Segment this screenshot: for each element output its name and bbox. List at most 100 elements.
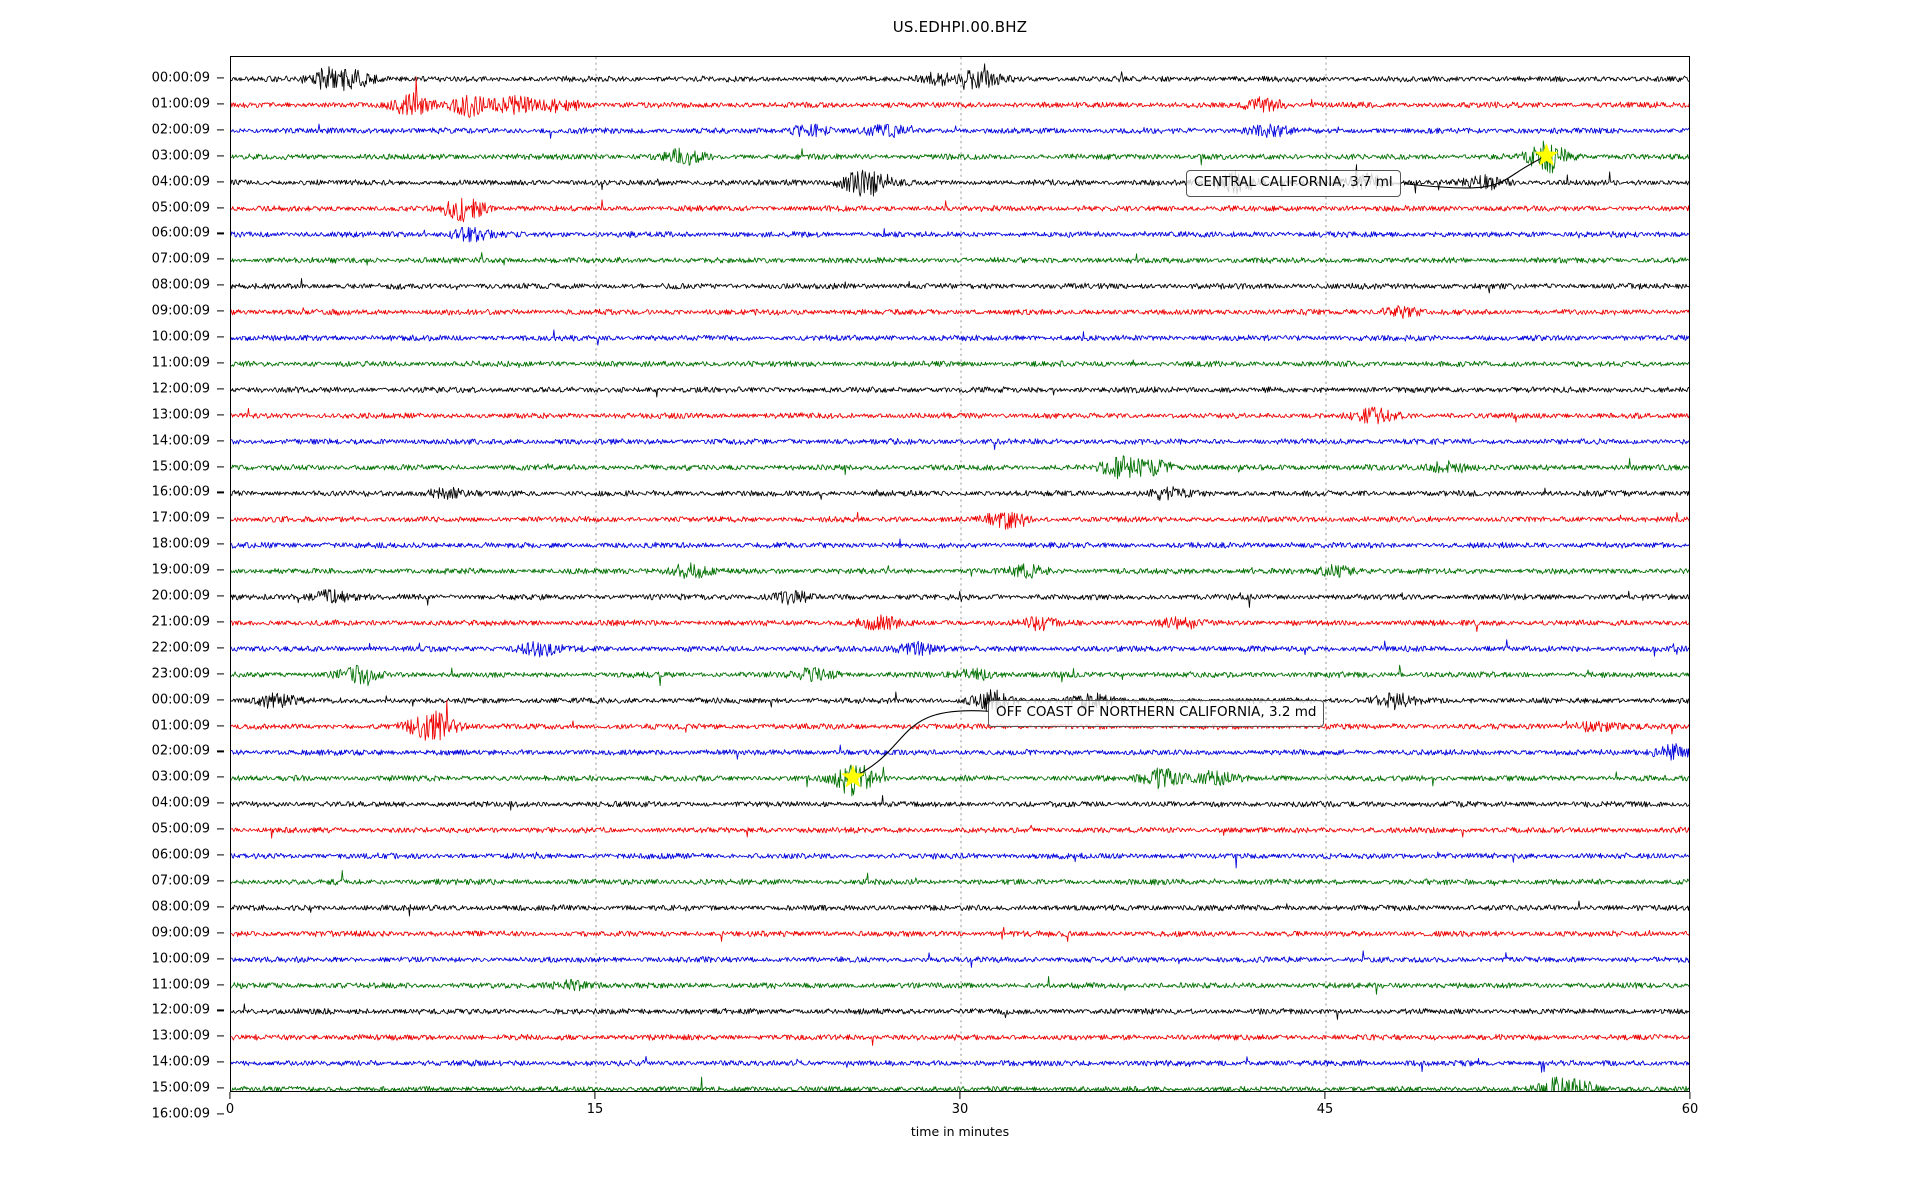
- y-tick-label: 15:00:09: [151, 1080, 210, 1096]
- trace-line: [231, 437, 1689, 451]
- y-tick-label: 14:00:09: [151, 1054, 210, 1070]
- y-tick-label: 15:00:09: [151, 459, 210, 474]
- trace-line: [231, 123, 1689, 139]
- y-tick-label: 04:00:09: [151, 795, 210, 811]
- y-tick-mark: [217, 543, 224, 545]
- y-tick-mark: [217, 1113, 224, 1115]
- y-tick-label: 22:00:09: [151, 640, 210, 656]
- event-annotation-label[interactable]: OFF COAST OF NORTHERN CALIFORNIA, 3.2 md: [988, 700, 1325, 727]
- trace-line: [231, 562, 1689, 579]
- x-tick-label: 30: [951, 1102, 969, 1117]
- x-axis-tick-container: 0 15 30 45 60: [226, 1092, 1698, 1132]
- y-tick-mark: [217, 155, 224, 157]
- y-tick-mark: [217, 414, 224, 416]
- y-tick-mark: [217, 1061, 224, 1063]
- y-tick-label: 07:00:09: [151, 251, 210, 267]
- trace-line: [231, 226, 1689, 243]
- y-tick-label: 03:00:09: [151, 148, 210, 164]
- y-tick-label: 23:00:09: [151, 666, 210, 682]
- y-tick-mark: [217, 958, 224, 960]
- y-tick-label: 14:00:09: [151, 433, 210, 449]
- y-tick-mark: [217, 647, 224, 649]
- y-tick-mark: [217, 699, 224, 701]
- y-tick-label: 10:00:09: [151, 329, 210, 345]
- y-tick-mark: [217, 1009, 224, 1011]
- trace-line: [231, 689, 1689, 712]
- y-tick-mark: [217, 232, 224, 234]
- y-tick-mark: [217, 595, 224, 597]
- trace-line: [231, 486, 1689, 501]
- y-tick-label: 17:00:09: [151, 510, 210, 526]
- y-tick-label: 11:00:09: [151, 355, 210, 371]
- y-tick-label: 00:00:09: [151, 70, 210, 86]
- y-tick-mark: [217, 880, 224, 882]
- y-tick-mark: [217, 103, 224, 105]
- y-tick-label: 08:00:09: [151, 899, 210, 915]
- trace-line: [231, 305, 1689, 319]
- trace-line: [231, 976, 1689, 995]
- x-tick-label: 60: [1681, 1102, 1699, 1117]
- y-tick-label: 21:00:09: [151, 614, 210, 630]
- y-tick-label: 03:00:09: [151, 769, 210, 785]
- x-tick-label: 45: [1316, 1102, 1334, 1117]
- y-tick-mark: [217, 621, 224, 623]
- y-tick-mark: [217, 362, 224, 364]
- y-tick-label: 09:00:09: [151, 925, 210, 941]
- y-tick-mark: [217, 77, 224, 79]
- y-tick-mark: [217, 828, 224, 830]
- y-tick-label: 05:00:09: [151, 200, 210, 215]
- y-tick-label: 19:00:09: [151, 562, 210, 578]
- y-tick-label: 08:00:09: [151, 277, 210, 293]
- y-tick-mark: [217, 983, 224, 986]
- y-tick-label: 10:00:09: [151, 951, 210, 967]
- trace-line: [231, 359, 1689, 368]
- y-tick-mark: [217, 1035, 224, 1037]
- trace-line: [231, 699, 1689, 741]
- y-tick-mark: [217, 336, 224, 338]
- trace-line: [231, 278, 1689, 294]
- y-tick-label: 00:00:09: [151, 692, 210, 708]
- trace-line: [231, 140, 1689, 174]
- x-tick-mark: [229, 1092, 231, 1099]
- trace-line: [231, 538, 1689, 549]
- trace-line: [231, 824, 1689, 839]
- y-tick-mark: [217, 776, 224, 778]
- y-tick-mark: [217, 724, 224, 727]
- y-tick-mark: [217, 284, 224, 286]
- y-tick-label: 12:00:09: [151, 1002, 210, 1018]
- trace-line: [231, 76, 1689, 118]
- trace-line: [231, 1076, 1689, 1091]
- y-tick-mark: [217, 1087, 224, 1089]
- y-tick-label: 05:00:09: [151, 821, 210, 837]
- seismogram-traces: [231, 57, 1689, 1091]
- y-tick-mark: [217, 310, 224, 312]
- y-tick-label: 16:00:09: [151, 484, 210, 500]
- x-tick-label: 15: [586, 1102, 604, 1117]
- trace-line: [231, 1033, 1689, 1046]
- trace-line: [231, 1003, 1689, 1020]
- y-tick-mark: [217, 517, 224, 519]
- y-tick-mark: [217, 932, 224, 934]
- y-tick-mark: [217, 388, 224, 390]
- x-tick-mark: [1324, 1092, 1326, 1099]
- trace-line: [231, 614, 1689, 632]
- x-tick-mark: [959, 1092, 961, 1099]
- y-tick-label: 11:00:09: [151, 977, 210, 992]
- y-tick-label: 06:00:09: [151, 225, 210, 241]
- x-tick-mark: [594, 1092, 596, 1099]
- trace-line: [231, 851, 1689, 869]
- y-tick-mark: [217, 673, 224, 675]
- x-tick-label: 0: [225, 1102, 235, 1117]
- y-tick-mark: [217, 440, 224, 442]
- event-annotation-label[interactable]: CENTRAL CALIFORNIA, 3.7 ml: [1186, 170, 1401, 197]
- y-tick-mark: [217, 465, 224, 468]
- y-tick-mark: [217, 569, 224, 571]
- y-tick-label: 07:00:09: [151, 873, 210, 889]
- y-tick-label: 20:00:09: [151, 588, 210, 604]
- y-tick-label: 18:00:09: [151, 536, 210, 552]
- trace-line: [231, 950, 1689, 968]
- y-tick-mark: [217, 750, 224, 752]
- y-tick-label: 13:00:09: [151, 407, 210, 423]
- x-tick-mark: [1689, 1092, 1691, 1099]
